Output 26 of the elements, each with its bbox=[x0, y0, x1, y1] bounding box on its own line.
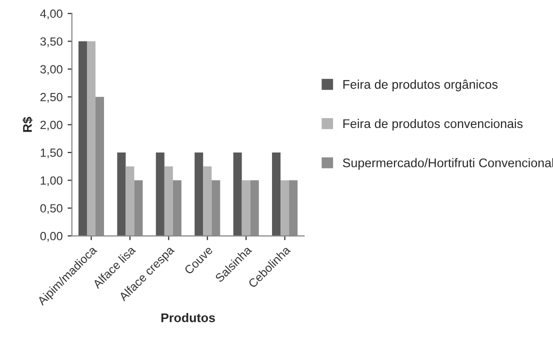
x-axis-title: Produtos bbox=[161, 313, 215, 322]
y-tick-label: 0,50 bbox=[40, 204, 62, 214]
legend-label: Feira de produtos orgânicos bbox=[343, 80, 498, 92]
y-tick-label: 3,50 bbox=[40, 37, 62, 48]
bar bbox=[242, 180, 250, 236]
bar bbox=[203, 166, 212, 236]
bar bbox=[164, 166, 173, 236]
y-tick-label: 3,00 bbox=[40, 65, 62, 75]
y-tick-label: 1,00 bbox=[40, 176, 62, 186]
legend-label: Feira de produtos convencionais bbox=[343, 118, 523, 131]
bar bbox=[233, 152, 242, 236]
y-tick-label: 2,50 bbox=[40, 92, 62, 103]
bar bbox=[78, 41, 87, 236]
legend-label: Supermercado/Hortifruti Convencional bbox=[342, 158, 553, 170]
bar bbox=[156, 152, 164, 236]
y-tick-label: 1,50 bbox=[40, 148, 62, 158]
y-tick-label: 0,00 bbox=[40, 232, 62, 242]
bar bbox=[272, 152, 281, 236]
bar bbox=[126, 166, 134, 236]
bar bbox=[117, 152, 126, 236]
bar bbox=[194, 152, 204, 236]
y-axis-title: R$ bbox=[22, 116, 33, 132]
bar bbox=[280, 180, 290, 236]
bar bbox=[86, 41, 96, 236]
y-tick-label: 2,00 bbox=[40, 120, 62, 130]
y-tick-label: 4,00 bbox=[40, 10, 62, 20]
